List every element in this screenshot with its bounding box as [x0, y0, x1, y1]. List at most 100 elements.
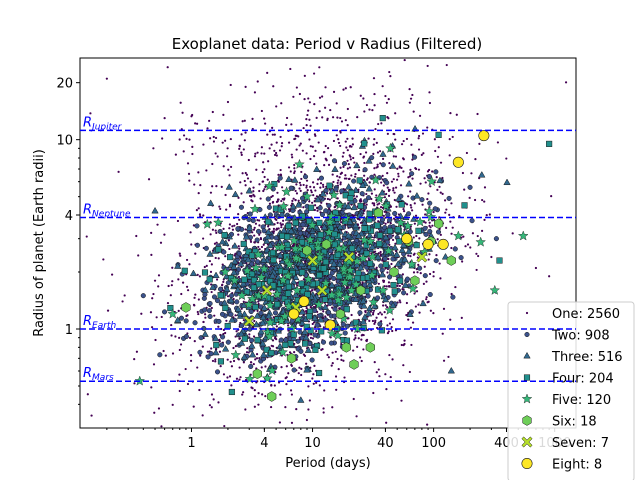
data-point-two: [266, 204, 272, 210]
data-point-three: [393, 250, 401, 258]
legend-marker-three: [523, 351, 531, 359]
data-point-one: [320, 348, 323, 351]
series-seven: [243, 251, 428, 327]
data-point-two: [401, 290, 407, 296]
data-point-one: [313, 364, 316, 367]
data-point-four: [317, 231, 324, 238]
data-point-one: [386, 172, 389, 175]
data-point-one: [429, 185, 432, 188]
data-point-one: [355, 415, 358, 418]
data-point-one: [357, 337, 360, 340]
data-point-one: [216, 155, 219, 158]
data-point-one: [244, 408, 247, 411]
data-point-four: [287, 340, 294, 347]
data-point-one: [237, 245, 240, 248]
data-point-one: [426, 197, 429, 201]
data-point-six: [267, 391, 277, 402]
data-point-one: [247, 158, 250, 162]
data-point-one: [368, 181, 371, 184]
legend-label-five: Five: 120: [552, 393, 611, 408]
data-point-four: [367, 260, 374, 267]
data-point-one: [287, 141, 291, 144]
data-point-one: [186, 382, 190, 386]
data-point-one: [289, 170, 292, 173]
data-point-five: [212, 217, 224, 228]
legend-item-seven: Seven: 7: [521, 436, 609, 451]
data-point-one: [205, 264, 208, 267]
data-point-one: [228, 223, 232, 226]
data-point-one: [402, 139, 405, 143]
data-point-one: [385, 101, 389, 104]
data-point-four: [413, 242, 420, 249]
data-point-two: [365, 293, 371, 299]
reference-label-neptune: RNeptune: [83, 203, 131, 220]
data-point-three: [252, 320, 261, 328]
data-point-two: [247, 211, 253, 217]
data-point-one: [311, 181, 315, 184]
data-point-two: [432, 206, 438, 212]
data-point-three: [260, 256, 268, 263]
data-point-two: [427, 200, 433, 206]
data-point-two: [291, 367, 297, 373]
data-point-one: [229, 360, 232, 363]
data-point-one: [237, 213, 240, 216]
data-point-one: [263, 175, 266, 179]
data-point-one: [192, 224, 195, 227]
data-point-two: [362, 198, 368, 204]
data-point-one: [152, 363, 156, 366]
data-point-one: [226, 155, 229, 158]
data-point-two: [234, 299, 240, 305]
data-point-one: [324, 86, 327, 89]
data-point-one: [428, 101, 432, 105]
data-point-two: [207, 300, 213, 307]
data-point-two: [422, 273, 428, 279]
data-point-one: [191, 152, 194, 156]
data-point-five: [326, 327, 338, 339]
data-point-one: [214, 229, 217, 232]
data-point-one: [251, 127, 254, 131]
data-point-one: [403, 339, 406, 342]
data-point-one: [222, 165, 225, 168]
data-point-one: [264, 365, 267, 368]
data-point-one: [293, 171, 296, 175]
data-point-one: [298, 181, 302, 184]
data-point-one: [253, 241, 256, 244]
data-point-three: [292, 273, 300, 281]
data-point-one: [429, 226, 432, 229]
data-point-one: [408, 88, 411, 91]
data-point-one: [376, 165, 379, 168]
data-point-five: [338, 263, 349, 274]
data-point-one: [189, 354, 193, 357]
data-point-one: [305, 186, 308, 189]
data-point-four: [217, 292, 224, 299]
data-point-two: [203, 245, 209, 251]
data-point-five: [201, 218, 213, 229]
data-point-one: [258, 224, 261, 227]
data-point-one: [407, 318, 410, 321]
data-point-one: [410, 206, 413, 209]
legend-item-four: Four: 204: [523, 372, 614, 387]
data-point-one: [279, 135, 282, 139]
data-point-one: [188, 263, 191, 266]
data-point-one: [302, 126, 305, 130]
data-point-five: [423, 205, 435, 216]
data-point-one: [362, 333, 365, 337]
data-point-one: [321, 116, 324, 119]
data-point-one: [300, 373, 303, 377]
data-point-one: [305, 418, 309, 422]
data-point-one: [293, 163, 296, 167]
data-point-one: [300, 170, 303, 174]
data-point-five: [167, 308, 179, 319]
data-point-one: [260, 245, 264, 249]
data-point-one: [201, 414, 204, 417]
data-point-four: [435, 131, 442, 138]
data-point-one: [235, 330, 238, 333]
data-point-one: [336, 116, 339, 119]
data-point-five: [324, 216, 336, 227]
data-point-one: [305, 307, 308, 310]
data-point-one: [373, 104, 376, 107]
legend-item-five: Five: 120: [521, 393, 611, 408]
data-point-one: [339, 116, 342, 120]
data-point-one: [439, 233, 442, 236]
data-point-two: [217, 228, 223, 235]
